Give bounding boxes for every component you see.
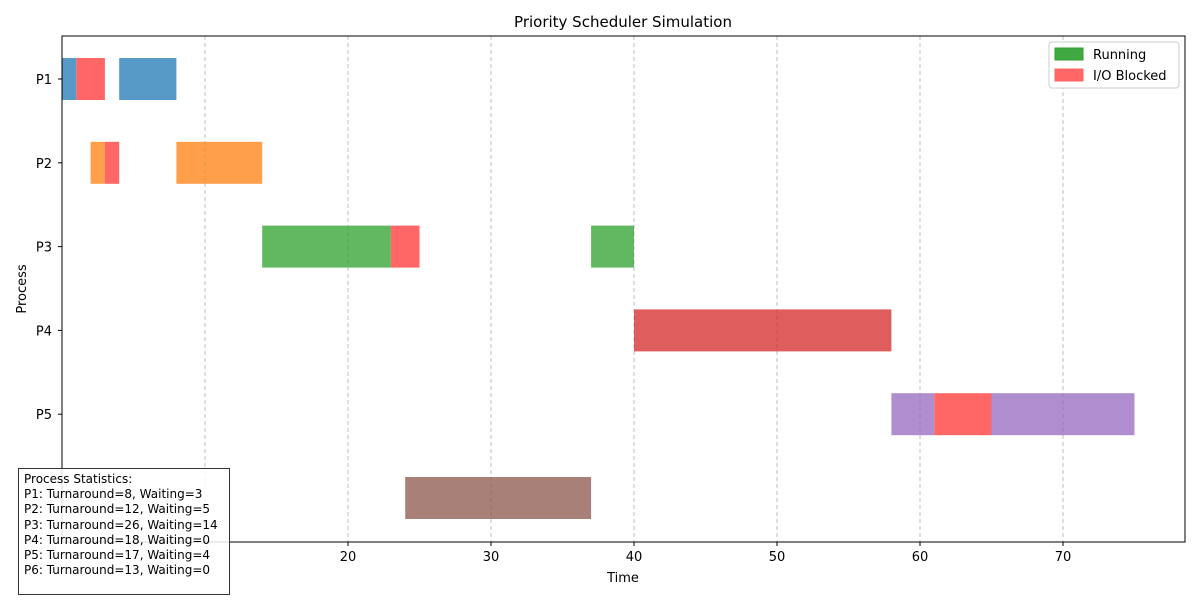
segment-p6-running-13	[405, 477, 592, 519]
segment-p3-io-7	[390, 225, 420, 268]
y-tick-label-p4: P4	[36, 324, 52, 339]
stats-line-p6: P6: Turnaround=13, Waiting=0	[24, 563, 211, 578]
y-tick-label-p1: P1	[36, 73, 52, 88]
stats-line-p3: P3: Turnaround=26, Waiting=14	[24, 517, 218, 532]
segment-p5-running-10	[891, 393, 935, 436]
grid-layer	[204, 36, 1064, 542]
plot-area-frame	[61, 35, 1186, 543]
x-tick-label-40: 40	[626, 550, 643, 565]
segment-p1-running-0	[62, 58, 77, 100]
y-tick-label-p3: P3	[36, 241, 52, 256]
legend-swatch-io-blocked	[1054, 68, 1084, 82]
x-tick-layer: 20 30 40 50 60 70	[340, 542, 1072, 565]
y-tick-layer: P1 P2 P3 P4 P5	[36, 73, 62, 499]
chart-title: Priority Scheduler Simulation	[514, 13, 732, 31]
stats-line-p4: P4: Turnaround=18, Waiting=0	[24, 532, 211, 547]
x-tick-label-50: 50	[769, 550, 786, 565]
segment-p5-io-11	[934, 393, 992, 436]
x-tick-label-20: 20	[340, 550, 357, 565]
legend-label-running: Running	[1093, 48, 1146, 63]
process-statistics-box: Process Statistics: P1: Turnaround=8, Wai…	[18, 468, 230, 595]
segment-p5-running-12	[991, 393, 1135, 436]
segment-p4-running-9	[634, 309, 892, 352]
segment-p1-io-1	[76, 58, 105, 100]
segment-p3-running-8	[591, 225, 634, 268]
legend-label-io-blocked: I/O Blocked	[1093, 69, 1167, 84]
legend: Running I/O Blocked	[1048, 41, 1180, 89]
segment-p2-running-5	[176, 141, 263, 184]
segment-p2-io-4	[104, 141, 120, 184]
segment-p2-running-3	[90, 141, 105, 184]
segment-p1-running-2	[119, 58, 177, 100]
x-tick-label-30: 30	[483, 550, 500, 565]
x-axis-label: Time	[606, 571, 639, 586]
y-tick-label-p5: P5	[36, 408, 52, 423]
stats-line-p5: P5: Turnaround=17, Waiting=4	[24, 548, 211, 563]
segment-p3-running-6	[262, 225, 391, 268]
legend-swatch-running	[1054, 47, 1084, 61]
x-tick-label-60: 60	[912, 550, 929, 565]
y-tick-label-p2: P2	[36, 157, 52, 172]
stats-line-p2: P2: Turnaround=12, Waiting=5	[24, 502, 211, 517]
stats-line-p1: P1: Turnaround=8, Waiting=3	[24, 487, 203, 502]
y-axis-label: Process	[15, 264, 30, 314]
x-tick-label-70: 70	[1055, 550, 1072, 565]
bar-layer	[62, 58, 1135, 519]
stats-title: Process Statistics:	[24, 472, 133, 486]
